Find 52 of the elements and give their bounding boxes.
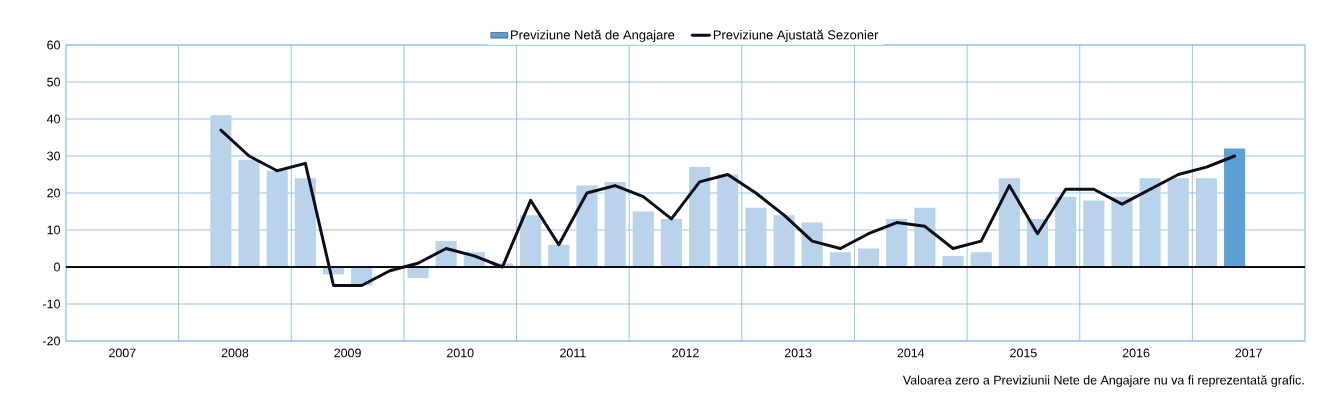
y-tick-label: 50 [47, 77, 60, 87]
y-tick-label: 20 [47, 188, 60, 198]
bar [632, 211, 654, 267]
x-tick-label: 2011 [560, 348, 586, 358]
x-tick-label: 2016 [1122, 348, 1150, 358]
bar [857, 248, 880, 267]
y-tick-label: -20 [43, 336, 60, 346]
bar [520, 215, 542, 267]
y-tick-label: 40 [46, 114, 60, 124]
bar [1195, 178, 1218, 267]
y-tick-label: 0 [54, 262, 60, 272]
bar [1167, 178, 1189, 267]
bar [745, 207, 767, 267]
bar [1055, 196, 1077, 267]
y-tick-label: 10 [47, 225, 60, 235]
bar [548, 244, 570, 267]
y-tick-label: 30 [47, 151, 60, 161]
x-tick-label: 2017 [1235, 348, 1262, 358]
bar [773, 215, 795, 267]
bar [998, 178, 1020, 267]
x-tick-label: 2014 [897, 348, 925, 358]
y-tick-label: -10 [43, 299, 60, 309]
x-tick-label: 2010 [447, 348, 474, 358]
bar [294, 178, 316, 267]
bar [238, 159, 260, 267]
bar [970, 252, 992, 267]
bar [210, 115, 232, 267]
x-tick-label: 2015 [1010, 348, 1037, 358]
bar [266, 170, 288, 267]
bar [914, 207, 936, 267]
bar [717, 174, 739, 267]
x-tick-label: 2012 [672, 348, 699, 358]
x-tick-label: 2009 [334, 348, 361, 358]
bar [1224, 148, 1246, 267]
bar [576, 185, 598, 267]
bar [660, 218, 682, 267]
bar [886, 218, 908, 267]
text: Valoarea zero a Previziunii Nete de Angajare nu va fi reprezentată grafic. [902, 375, 1304, 387]
bar [1139, 178, 1161, 267]
bar [829, 252, 851, 267]
bar [942, 255, 964, 267]
legend-label: Previziune Netă de Angajare [511, 29, 675, 43]
bar [1111, 196, 1133, 267]
bar [604, 181, 626, 267]
bar [1083, 200, 1105, 267]
x-tick-label: 2013 [784, 348, 812, 358]
legend-label: Previziune Ajustată Sezonier [713, 29, 879, 43]
y-tick-label: 60 [47, 40, 60, 50]
x-tick-label: 2007 [109, 348, 136, 358]
x-tick-label: 2008 [221, 348, 249, 358]
bar [407, 267, 429, 279]
bar [689, 167, 711, 267]
